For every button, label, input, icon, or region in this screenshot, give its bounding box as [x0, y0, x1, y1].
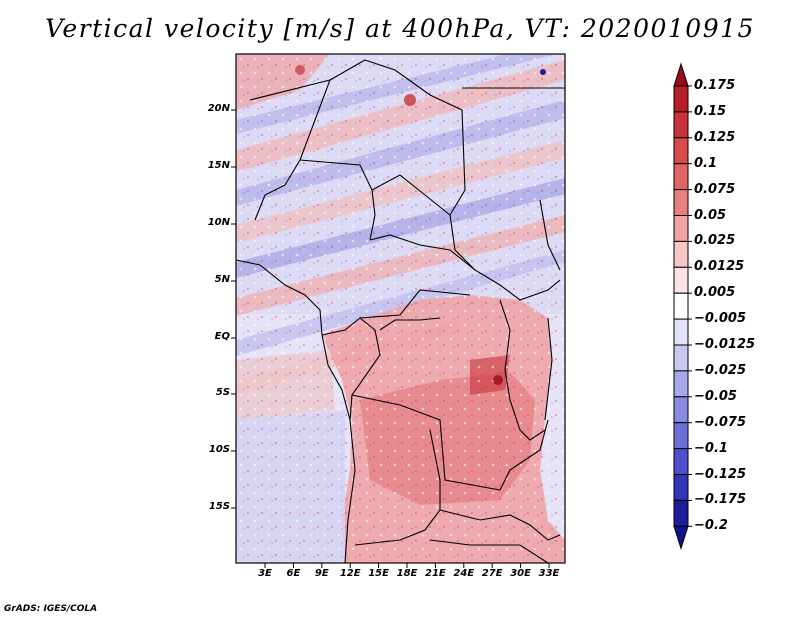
colorbar-label: −0.075	[694, 414, 747, 430]
colorbar-swatch	[673, 85, 689, 113]
colorbar-swatch	[673, 422, 689, 450]
lat-label: 15N	[207, 160, 230, 171]
colorbar-label: 0.15	[694, 103, 727, 119]
colorbar-label: −0.05	[694, 388, 737, 404]
colorbar-swatch	[673, 111, 689, 139]
colorbar-swatch	[673, 292, 689, 320]
colorbar-label: −0.005	[694, 311, 747, 327]
lon-label: 24E	[453, 568, 475, 579]
colorbar-label: 0.005	[694, 285, 736, 301]
colorbar-swatch	[673, 448, 689, 476]
lon-label: 9E	[314, 568, 329, 579]
colorbar-swatch	[673, 499, 689, 527]
colorbar-label: −0.025	[694, 362, 747, 378]
colorbar-label: −0.2	[694, 518, 728, 534]
colorbar-swatch	[673, 344, 689, 372]
colorbar-swatch	[673, 318, 689, 346]
lon-label: 15E	[368, 568, 389, 579]
colorbar-swatch	[673, 396, 689, 424]
colorbar-label: −0.0125	[694, 337, 756, 352]
colorbar-swatch	[673, 163, 689, 191]
colorbar-arrow-bottom	[673, 525, 689, 550]
country-borders	[236, 59, 565, 563]
colorbar-swatch	[673, 240, 689, 268]
lon-label: 30E	[510, 568, 531, 579]
lat-label: 10N	[207, 217, 230, 228]
colorbar-swatch	[673, 370, 689, 398]
colorbar-label: −0.1	[694, 440, 728, 456]
lon-label: 12E	[339, 568, 361, 579]
lat-label: 5S	[215, 387, 230, 398]
colorbar-label: 0.1	[694, 155, 718, 171]
colorbar-label: −0.175	[694, 492, 747, 508]
lat-label: 20N	[207, 103, 230, 114]
lat-label: EQ	[214, 331, 230, 342]
lon-label: 27E	[481, 568, 503, 579]
lat-label: 10S	[208, 444, 230, 455]
colorbar-label: 0.025	[694, 233, 736, 249]
colorbar-swatch	[673, 189, 689, 217]
lat-label: 15S	[208, 501, 230, 512]
lat-label: 5N	[214, 274, 230, 285]
colorbar-label: 0.175	[694, 78, 736, 93]
colorbar-label: 0.125	[694, 129, 736, 145]
velocity-field	[236, 54, 565, 563]
lon-label: 18E	[396, 568, 418, 579]
map-title: Vertical velocity [m/s] at 400hPa, VT: 2…	[45, 14, 755, 43]
colorbar-swatch	[673, 215, 689, 242]
map-frame	[235, 53, 566, 564]
colorbar-swatch	[673, 266, 689, 294]
colorbar-swatch	[673, 474, 689, 501]
lon-label: 21E	[425, 568, 446, 579]
software-credit: GrADS: IGES/COLA	[4, 604, 98, 614]
lon-label: 3E	[258, 568, 272, 579]
colorbar	[673, 62, 692, 550]
lon-label: 6E	[286, 568, 301, 579]
lon-label: 33E	[538, 568, 560, 579]
colorbar-swatch	[673, 137, 689, 165]
colorbar-label: 0.0125	[694, 259, 745, 275]
colorbar-label: 0.075	[694, 181, 736, 197]
colorbar-arrow-top	[673, 62, 689, 87]
colorbar-label: 0.05	[694, 207, 727, 223]
colorbar-label: −0.125	[694, 466, 747, 482]
